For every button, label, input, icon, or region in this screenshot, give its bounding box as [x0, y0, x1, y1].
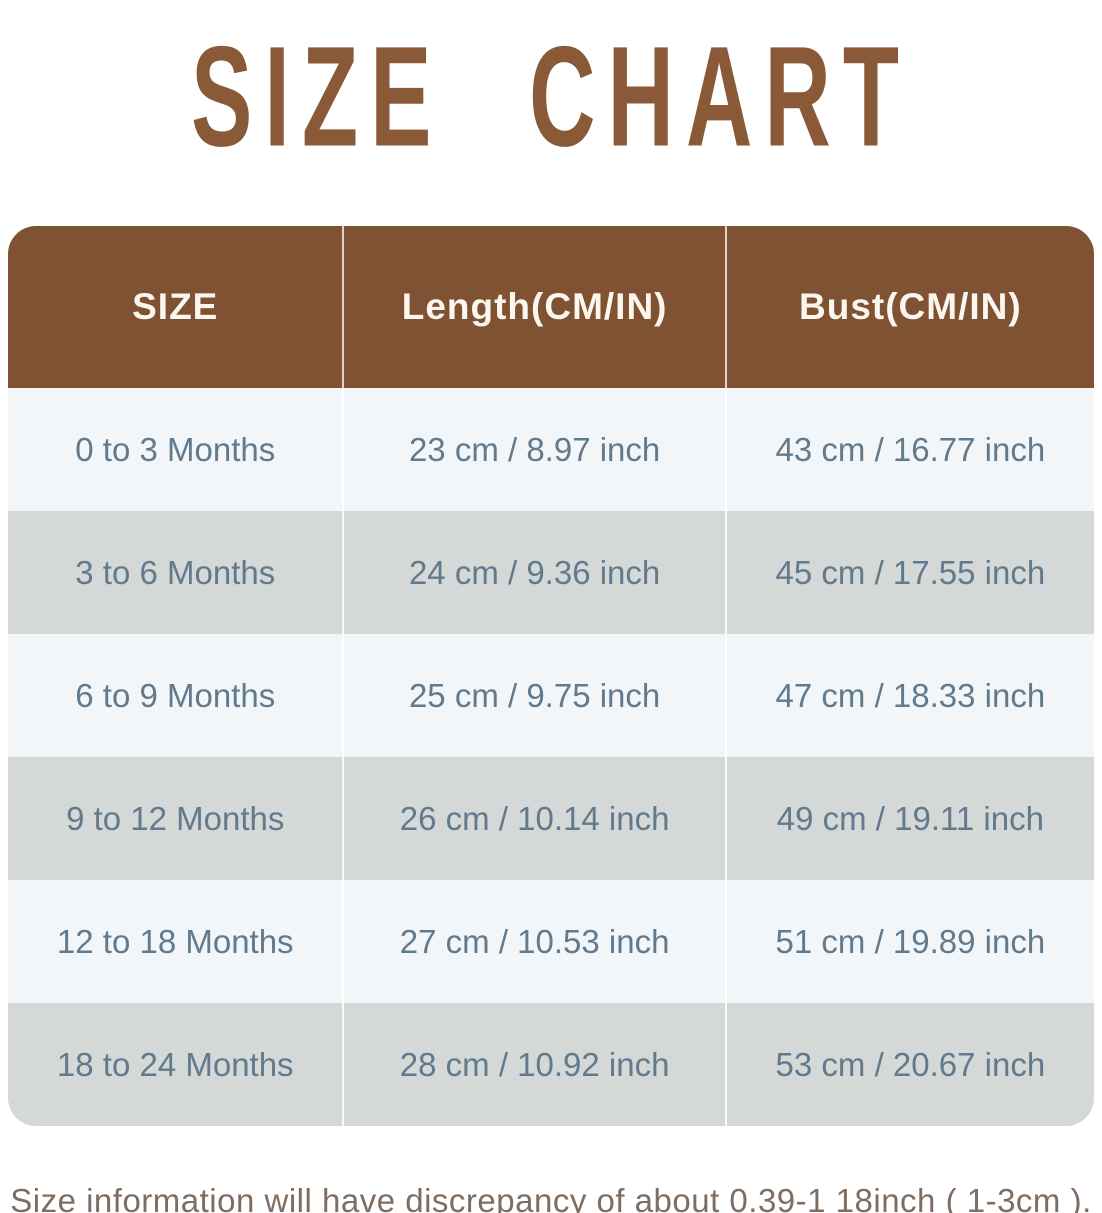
- bust-cell: 47 cm / 18.33 inch: [724, 634, 1094, 757]
- length-cell: 25 cm / 9.75 inch: [342, 634, 724, 757]
- length-cell: 24 cm / 9.36 inch: [342, 511, 724, 634]
- bust-cell: 51 cm / 19.89 inch: [724, 880, 1094, 1003]
- bust-cell: 49 cm / 19.11 inch: [724, 757, 1094, 880]
- size-cell: 6 to 9 Months: [75, 676, 276, 714]
- column-header-bust: Bust(CM/IN): [724, 226, 1094, 388]
- table-row: 9 to 12 Months 26 cm / 10.14 inch 49 cm …: [8, 757, 1094, 880]
- table-header-row: SIZE Length(CM/IN) Bust(CM/IN): [8, 226, 1094, 388]
- table-row: 0 to 3 Months 23 cm / 8.97 inch 43 cm / …: [8, 388, 1094, 511]
- page-title-area: SIZE CHART: [0, 0, 1102, 192]
- length-cell: 28 cm / 10.92 inch: [342, 1003, 724, 1126]
- bust-cell: 45 cm / 17.55 inch: [724, 511, 1094, 634]
- bust-cell: 43 cm / 16.77 inch: [724, 388, 1094, 511]
- size-cell: 3 to 6 Months: [75, 553, 276, 591]
- column-header-size: SIZE: [132, 286, 219, 327]
- size-chart-table: SIZE Length(CM/IN) Bust(CM/IN) 0 to 3 Mo…: [8, 226, 1094, 1126]
- size-cell: 9 to 12 Months: [66, 799, 285, 837]
- page-title: SIZE CHART: [191, 18, 911, 177]
- bust-cell: 53 cm / 20.67 inch: [724, 1003, 1094, 1126]
- length-cell: 26 cm / 10.14 inch: [342, 757, 724, 880]
- length-cell: 23 cm / 8.97 inch: [342, 388, 724, 511]
- size-cell: 0 to 3 Months: [75, 430, 276, 468]
- size-cell: 12 to 18 Months: [56, 922, 294, 960]
- column-header-length: Length(CM/IN): [342, 226, 724, 388]
- length-cell: 27 cm / 10.53 inch: [342, 880, 724, 1003]
- table-row: 18 to 24 Months 28 cm / 10.92 inch 53 cm…: [8, 1003, 1094, 1126]
- table-row: 12 to 18 Months 27 cm / 10.53 inch 51 cm…: [8, 880, 1094, 1003]
- size-discrepancy-note: Size information will have discrepancy o…: [10, 1182, 1092, 1213]
- table-row: 6 to 9 Months 25 cm / 9.75 inch 47 cm / …: [8, 634, 1094, 757]
- table-row: 3 to 6 Months 24 cm / 9.36 inch 45 cm / …: [8, 511, 1094, 634]
- size-cell: 18 to 24 Months: [56, 1045, 294, 1083]
